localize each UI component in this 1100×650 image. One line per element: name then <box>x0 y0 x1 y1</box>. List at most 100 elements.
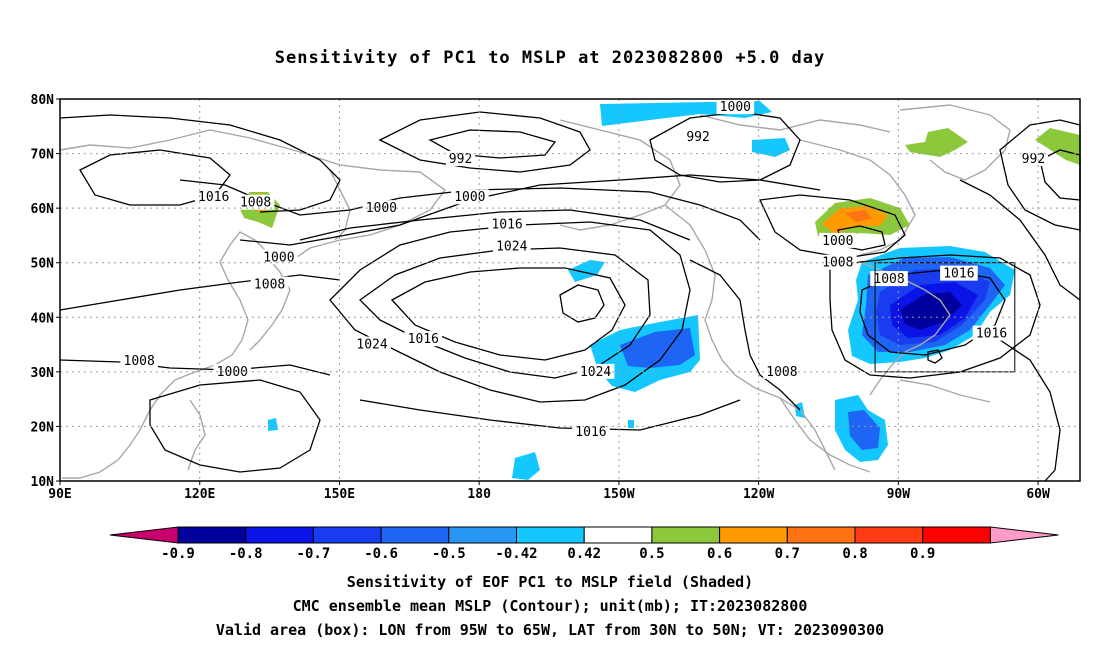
contour-label: 1016 <box>976 327 1007 342</box>
contour-label: 1000 <box>822 234 853 249</box>
contour-label: 1000 <box>217 365 248 380</box>
contour-label-bg <box>572 423 610 439</box>
shade-blue-gulf <box>848 410 880 450</box>
contour-label-bg <box>488 216 526 232</box>
contour-1000-long <box>59 114 341 213</box>
contour-1024-long <box>299 209 691 241</box>
colorbar-tick-label: -0.7 <box>297 546 331 562</box>
lat-tick-label: 80N <box>31 93 55 108</box>
lon-tick-label: 60W <box>1026 487 1050 502</box>
colorbar-tick-label: -0.42 <box>495 546 537 562</box>
contour-label-bg <box>1018 151 1049 167</box>
caption-line-3: Valid area (box): LON from 95W to 65W, L… <box>215 621 885 639</box>
contour-label: 1008 <box>240 196 271 211</box>
colorbar-tick-label: 0.5 <box>639 546 664 562</box>
shade-cyan-pac5 <box>628 420 634 428</box>
contour-label-bg <box>819 254 857 270</box>
contour-label: 1000 <box>263 250 294 265</box>
contour-label-bg <box>492 238 531 254</box>
contour-label-bg <box>819 232 857 248</box>
colorbar-swatch <box>380 526 450 544</box>
shade-cyan-pac4 <box>268 418 278 431</box>
lat-tick-label: 50N <box>31 257 55 272</box>
colorbar-swatch <box>312 526 382 544</box>
lon-tick-label: 120E <box>184 487 215 502</box>
contour-label: 1024 <box>356 338 387 353</box>
colorbar-tick-label: 0.6 <box>707 546 732 562</box>
colorbar: -0.9 -0.8 -0.7 -0.6 -0.5 -0.42 0.42 0.5 0.6 0.7 0.… <box>109 526 1059 562</box>
longitude-labels: 90E 120E 150E 180 150W 120W 90W 60W <box>48 481 1050 502</box>
coast-philippines <box>187 399 206 471</box>
coast-mexico <box>779 397 871 473</box>
contour-label: 1016 <box>575 425 606 440</box>
colorbar-tick-label: -0.5 <box>432 546 466 562</box>
contour-label: 1000 <box>720 100 751 115</box>
shade-green-greenland <box>905 128 968 157</box>
contour-high-core <box>559 284 605 323</box>
colorbar-tick-label: -0.8 <box>229 546 263 562</box>
contour-label: 1016 <box>491 218 522 233</box>
coast-asia-north <box>59 129 446 479</box>
lat-tick-label: 20N <box>31 420 55 435</box>
coast-canada-north <box>699 114 891 133</box>
colorbar-swatch <box>719 526 788 544</box>
lat-tick-label: 40N <box>31 311 55 326</box>
coast-hudson <box>799 139 916 256</box>
contour-label-bg <box>260 249 298 265</box>
contour-label-bg <box>120 352 158 368</box>
colorbar-swatch <box>651 526 721 544</box>
colorbar-low-arrow <box>109 526 179 544</box>
contour-label-bg <box>213 363 252 379</box>
contour-label: 992 <box>1022 152 1045 167</box>
coast-greenland <box>899 104 1011 181</box>
contour-eastus-cell <box>927 349 943 364</box>
lat-tick-label: 10N <box>31 475 55 490</box>
latitude-labels: 80N 70N 60N 50N 40N 30N 20N 10N <box>31 93 60 490</box>
colorbar-high-arrow <box>989 526 1059 544</box>
colorbar-tick-label: 0.9 <box>910 546 935 562</box>
contour-label: 1008 <box>873 272 904 287</box>
contour-label: 992 <box>686 130 709 145</box>
contour-1008-asia-south <box>59 274 341 311</box>
contour-labels: 1000 992 992 992 1016 1008 1000 1000 1016 1024 100… <box>120 99 1049 440</box>
contour-label: 1008 <box>124 354 155 369</box>
shade-green-farne <box>1035 128 1080 165</box>
contour-label: 1016 <box>408 332 439 347</box>
lon-tick-label: 90W <box>887 487 911 502</box>
colorbar-tick-label: 0.42 <box>567 546 601 562</box>
colorbar-swatch <box>583 526 653 544</box>
contour-1008-east-pac <box>689 259 801 411</box>
contour-label-bg <box>445 151 476 167</box>
contour-label-bg <box>362 200 401 216</box>
contour-label-bg <box>683 129 713 145</box>
lon-tick-label: 180 <box>467 487 491 502</box>
coast-carib <box>899 379 991 403</box>
contour-1016-south <box>359 399 741 431</box>
lat-tick-label: 30N <box>31 366 55 381</box>
contour-label-bg <box>353 336 391 352</box>
colorbar-swatch <box>245 526 314 544</box>
lon-tick-label: 150E <box>324 487 355 502</box>
colorbar-swatch <box>516 526 585 544</box>
colorbar-tick-label: 0.7 <box>775 546 800 562</box>
shade-cyan-pac1 <box>568 260 605 282</box>
lat-tick-label: 60N <box>31 202 55 217</box>
contour-label: 1000 <box>366 201 397 216</box>
contour-label-bg <box>236 194 275 210</box>
lon-tick-label: 120W <box>743 487 774 502</box>
contour-subtropical-high-mid <box>358 247 651 379</box>
contour-label: 1024 <box>496 239 527 254</box>
colorbar-swatch <box>854 526 924 544</box>
contour-label: 1016 <box>198 190 229 205</box>
map-gridlines <box>60 99 1080 481</box>
contour-label-bg <box>404 331 443 347</box>
shade-cyan-pac3 <box>512 452 540 480</box>
colorbar-tick-label: 0.8 <box>842 546 867 562</box>
coast-japan <box>249 259 291 351</box>
contour-label: 992 <box>449 152 472 167</box>
contour-label-bg <box>940 265 978 281</box>
colorbar-tick-label: -0.6 <box>364 546 398 562</box>
shade-cyan-arctic2 <box>752 138 790 157</box>
contour-label-bg <box>250 276 289 292</box>
